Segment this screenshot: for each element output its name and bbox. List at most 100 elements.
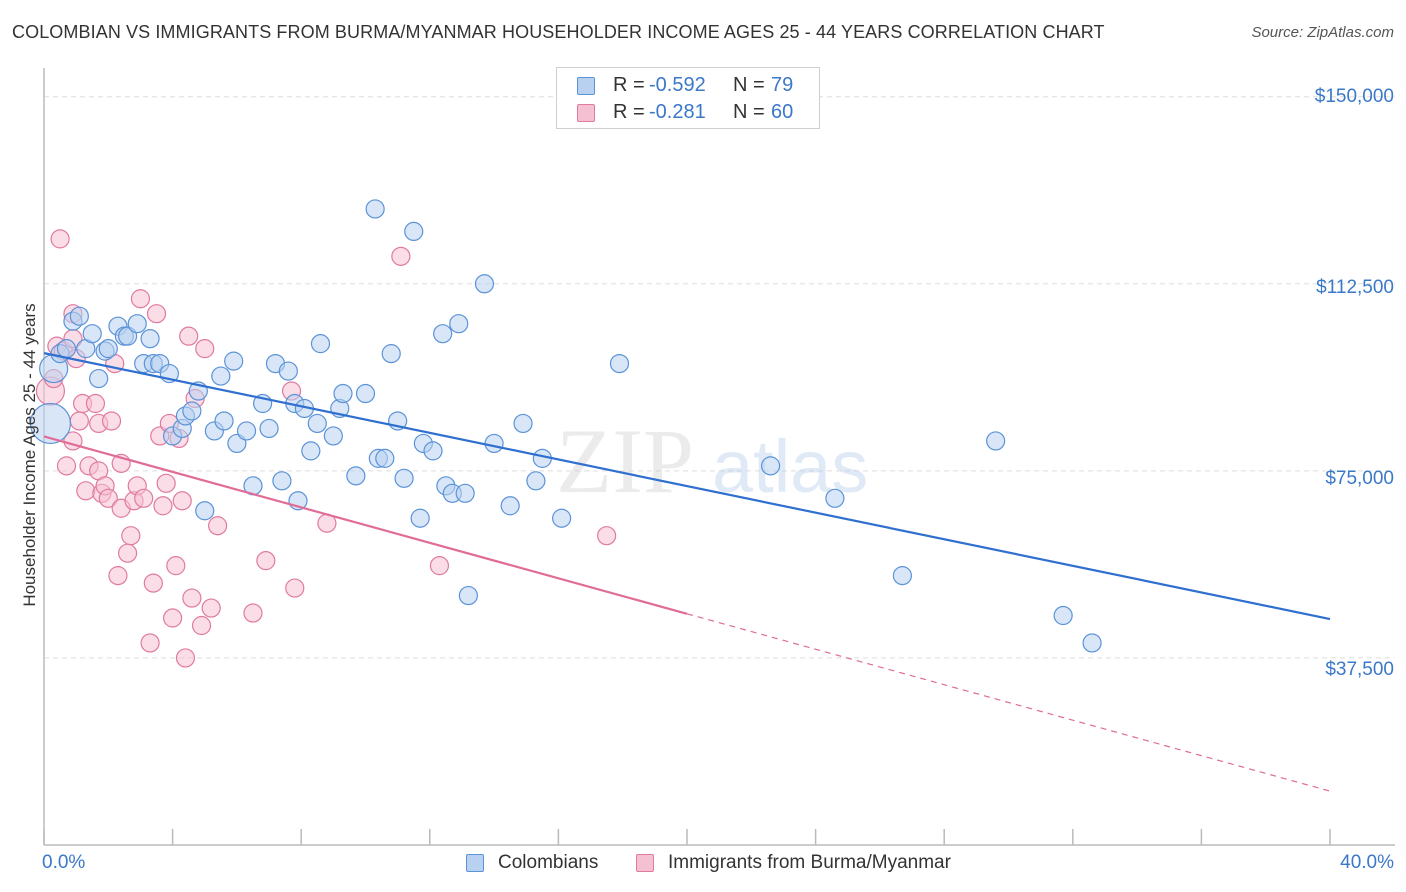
- watermark-zip: ZIP: [556, 410, 694, 512]
- data-point: [259, 418, 279, 439]
- data-point: [391, 246, 411, 266]
- data-point: [201, 598, 221, 618]
- data-point: [236, 421, 257, 441]
- data-point: [1053, 605, 1073, 626]
- data-point: [98, 488, 118, 508]
- trendline-burma: [43, 435, 688, 615]
- data-point: [195, 339, 215, 359]
- legend-swatch-burma: [577, 104, 595, 122]
- x-tick-label-max: 40.0%: [1340, 852, 1394, 873]
- data-point: [195, 501, 215, 521]
- data-point: [130, 289, 151, 309]
- data-point: [166, 556, 186, 576]
- data-point: [134, 488, 154, 508]
- trendline-colombians: [43, 352, 1331, 621]
- data-point: [323, 426, 343, 446]
- data-point: [214, 411, 234, 431]
- data-point: [552, 508, 572, 528]
- data-point: [82, 324, 102, 344]
- data-point: [76, 481, 96, 501]
- y-tick-label: $75,000: [1325, 468, 1394, 489]
- data-point: [172, 491, 192, 511]
- legend-swatch-colombians: [577, 77, 595, 95]
- data-point: [163, 608, 183, 628]
- data-point: [143, 573, 163, 593]
- data-point: [449, 314, 469, 334]
- grid-lines: [44, 96, 1395, 659]
- data-point: [146, 304, 167, 324]
- legend-n-label: N =: [733, 74, 765, 96]
- data-point: [175, 648, 196, 668]
- data-point: [760, 456, 781, 476]
- data-point: [474, 274, 495, 294]
- data-point: [455, 483, 475, 503]
- data-point: [85, 393, 106, 414]
- data-point: [182, 588, 202, 608]
- data-point: [825, 488, 845, 508]
- data-point: [156, 473, 176, 493]
- data-point: [153, 496, 173, 516]
- data-point: [101, 411, 122, 431]
- data-point: [410, 508, 430, 528]
- data-point: [346, 466, 366, 486]
- data-point: [597, 526, 617, 546]
- data-point: [182, 401, 202, 421]
- y-tick-label: $112,500: [1316, 277, 1394, 298]
- data-point: [333, 383, 353, 404]
- data-point: [29, 402, 72, 445]
- data-point: [307, 413, 327, 434]
- legend-n-value: 79: [771, 74, 794, 96]
- data-point: [404, 221, 424, 241]
- data-point: [285, 578, 305, 598]
- data-point: [526, 471, 546, 491]
- data-point: [272, 471, 292, 491]
- data-point: [892, 566, 913, 586]
- data-point: [208, 516, 228, 536]
- data-point: [117, 543, 138, 563]
- chart-title: COLOMBIAN VS IMMIGRANTS FROM BURMA/MYANM…: [12, 22, 1105, 42]
- data-point: [355, 383, 376, 404]
- data-point: [375, 448, 395, 468]
- data-point: [310, 334, 331, 354]
- data-point: [50, 229, 70, 249]
- bottom-legend-label: Colombians: [498, 852, 599, 873]
- data-point: [89, 368, 109, 389]
- legend-n-value: 60: [771, 101, 794, 123]
- watermark: ZIP atlas: [556, 410, 868, 512]
- data-point: [609, 353, 630, 374]
- x-tick-label-min: 0.0%: [42, 852, 86, 873]
- data-point: [98, 339, 118, 359]
- data-point: [484, 433, 504, 454]
- data-point: [191, 615, 212, 636]
- data-point: [381, 344, 401, 364]
- data-point: [423, 441, 443, 461]
- y-tick-label: $150,000: [1314, 86, 1394, 107]
- data-point: [429, 556, 450, 576]
- data-point: [224, 351, 244, 371]
- legend-r-value: -0.281: [649, 101, 706, 123]
- data-point: [121, 526, 141, 546]
- data-point: [108, 566, 128, 586]
- source-label: Source: ZipAtlas.com: [1251, 24, 1394, 41]
- legend-r-label: R =: [613, 74, 645, 96]
- data-point: [56, 339, 77, 359]
- data-point: [513, 413, 533, 434]
- data-point: [278, 361, 298, 381]
- data-point: [256, 551, 276, 571]
- y-tick-label: $37,500: [1325, 659, 1394, 680]
- data-point: [394, 468, 414, 488]
- legend-r-label: R =: [613, 101, 645, 123]
- y-axis-title: Householder Income Ages 25 - 44 years: [20, 303, 39, 607]
- legend-n-label: N =: [733, 101, 765, 123]
- data-point: [301, 441, 321, 461]
- data-point: [986, 431, 1006, 451]
- data-point: [433, 324, 453, 344]
- legend-r-value: -0.592: [649, 74, 706, 96]
- data-point: [365, 199, 385, 219]
- bottom-legend-label: Immigrants from Burma/Myanmar: [668, 852, 951, 873]
- stats-legend: R = -0.592 N = 79 R = -0.281 N = 60: [556, 67, 820, 129]
- axes: [43, 68, 1395, 846]
- data-point: [69, 306, 89, 326]
- data-point: [140, 633, 160, 653]
- trend-lines: [43, 352, 1331, 792]
